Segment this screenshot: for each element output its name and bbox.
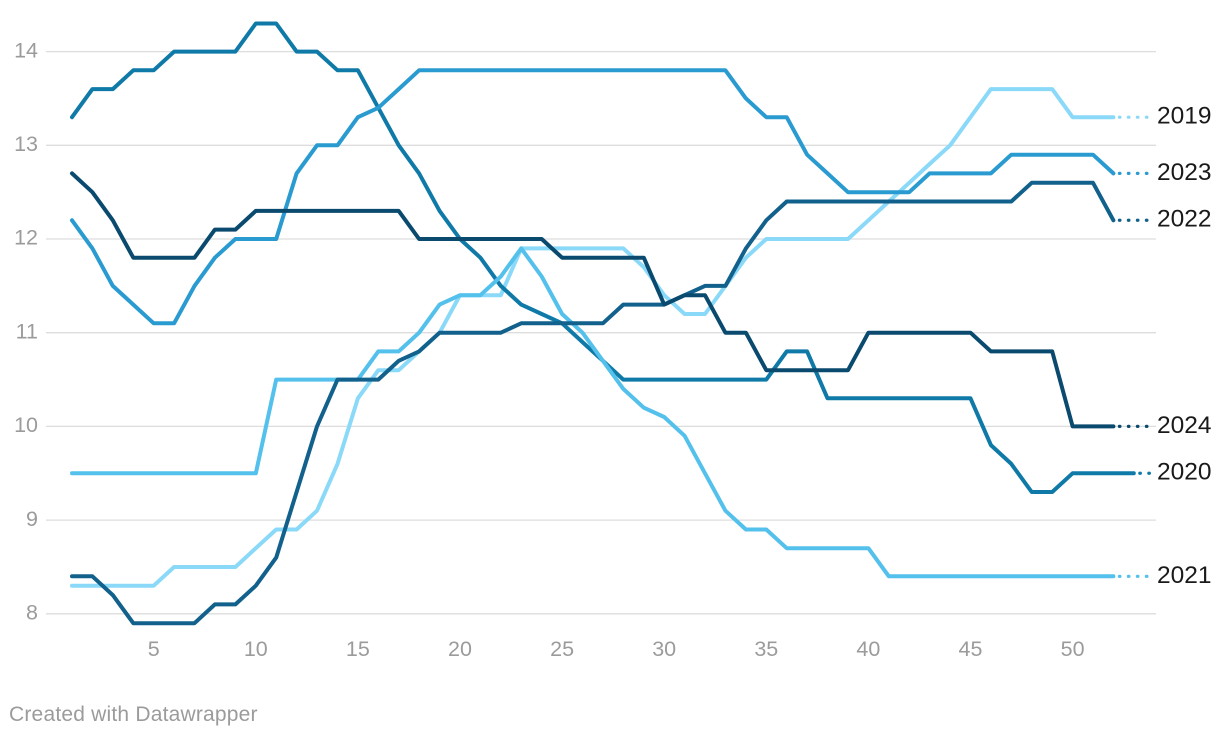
x-tick-label-25: 25: [550, 637, 574, 661]
series-label-2024: 2024: [1157, 412, 1212, 439]
series-label-2020: 2020: [1157, 459, 1212, 486]
series-label-2022: 2022: [1157, 206, 1212, 233]
series-label-2021: 2021: [1157, 562, 1212, 589]
y-tick-label-12: 12: [14, 226, 38, 250]
x-tick-label-50: 50: [1061, 637, 1085, 661]
y-tick-label-11: 11: [16, 319, 38, 343]
x-tick-label-30: 30: [652, 637, 676, 661]
series-line-2024: [70, 171, 1116, 429]
x-tick-label-10: 10: [244, 637, 268, 661]
series-line-2023: [70, 68, 1116, 326]
y-grid: 8 9 10 11 12 13 14: [14, 38, 1156, 624]
series-line-2021: [70, 246, 1116, 579]
x-tick-label-40: 40: [856, 637, 880, 661]
x-tick-label-5: 5: [148, 637, 160, 661]
y-tick-label-9: 9: [26, 507, 38, 531]
series-label-2019: 2019: [1157, 103, 1212, 130]
x-tick-label-35: 35: [754, 637, 778, 661]
series-label-2023: 2023: [1157, 159, 1212, 186]
series-line-2022: [70, 180, 1116, 626]
x-tick-label-20: 20: [448, 637, 472, 661]
series-line-2019: [70, 87, 1116, 588]
y-tick-label-13: 13: [14, 132, 38, 156]
y-tick-label-14: 14: [14, 38, 38, 62]
chart-credit: Created with Datawrapper: [9, 703, 258, 726]
y-tick-label-8: 8: [26, 600, 38, 624]
x-tick-label-45: 45: [959, 637, 983, 661]
y-tick-label-10: 10: [14, 413, 38, 437]
x-tick-label-15: 15: [346, 637, 370, 661]
x-axis: 5 10 15 20 25 30 35 40 45 50: [148, 637, 1085, 661]
